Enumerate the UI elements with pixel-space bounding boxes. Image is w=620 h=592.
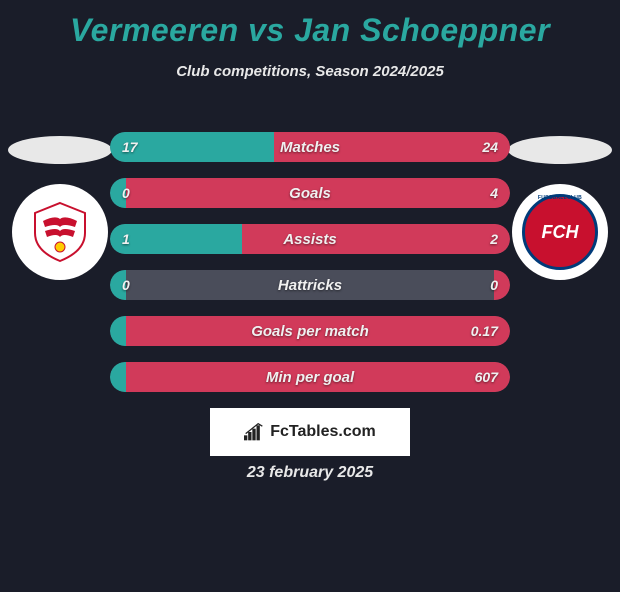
fch-label: FCH <box>542 222 579 243</box>
branding-badge[interactable]: FcTables.com <box>210 408 410 456</box>
branding-text: FcTables.com <box>270 423 376 441</box>
date-label: 23 february 2025 <box>0 464 620 482</box>
stat-row: 00Hattricks <box>110 270 510 300</box>
stat-row: 04Goals <box>110 178 510 208</box>
stat-row: 607Min per goal <box>110 362 510 392</box>
club-badge-left <box>12 184 108 280</box>
fch-ring-text: FUSSBALLCLUB <box>525 195 595 201</box>
stat-label: Hattricks <box>110 270 510 300</box>
stat-label: Min per goal <box>110 362 510 392</box>
player-ellipse-right <box>508 136 612 164</box>
rb-leipzig-logo-icon <box>25 197 95 267</box>
stat-row: 1724Matches <box>110 132 510 162</box>
page-title: Vermeeren vs Jan Schoeppner <box>0 12 620 49</box>
stats-bars-container: 1724Matches 04Goals 12Assists 00Hattricks 0.… <box>110 132 510 408</box>
stat-row: 0.17Goals per match <box>110 316 510 346</box>
stat-label: Goals <box>110 178 510 208</box>
stat-label: Assists <box>110 224 510 254</box>
stat-row: 12Assists <box>110 224 510 254</box>
club-badge-right: FUSSBALLCLUB FCH <box>512 184 608 280</box>
fctables-logo-icon <box>244 423 264 441</box>
page-subtitle: Club competitions, Season 2024/2025 <box>0 63 620 80</box>
fc-heidenheim-logo-icon: FUSSBALLCLUB FCH <box>522 194 598 270</box>
stat-label: Goals per match <box>110 316 510 346</box>
player-ellipse-left <box>8 136 112 164</box>
stat-label: Matches <box>110 132 510 162</box>
